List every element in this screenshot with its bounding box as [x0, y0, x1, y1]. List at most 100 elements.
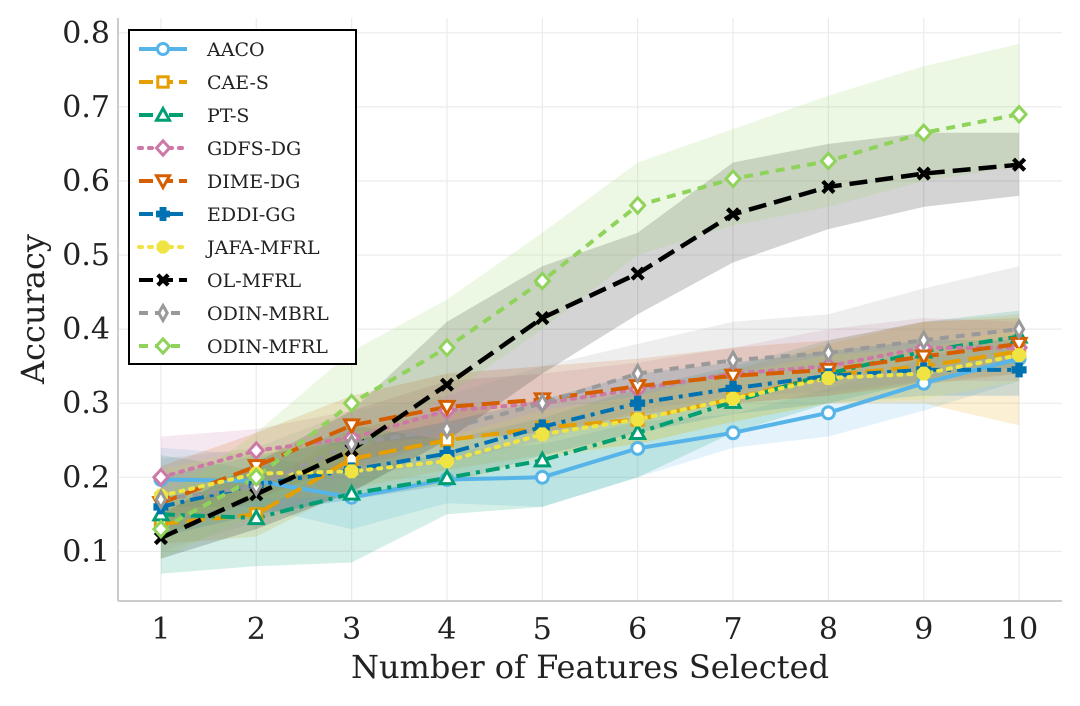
- band-pt-s: [160, 310, 1020, 574]
- legend-label: EDDI-GG: [207, 204, 296, 226]
- series-line-dime-dg: [160, 341, 1020, 506]
- band-eddi-gg: [160, 340, 1020, 537]
- x-tick-label: 3: [342, 612, 361, 647]
- data-point-odin-mfrl: [247, 467, 266, 488]
- x-tick-label: 7: [723, 612, 742, 647]
- data-point-odin-mbrl: [440, 418, 454, 441]
- data-point-odin-mbrl: [1012, 318, 1026, 341]
- series-lines: [158, 112, 1022, 541]
- legend-entry-odin-mfrl: ODIN-MFRL: [139, 336, 328, 358]
- y-tick-label: 0.6: [62, 164, 110, 199]
- data-point-jafa-mfrl: [726, 391, 740, 406]
- x-tick-label: 2: [247, 612, 266, 647]
- y-tick-label: 0.8: [62, 16, 110, 51]
- data-point-odin-mfrl: [914, 122, 933, 143]
- data-point-odin-mfrl: [724, 168, 743, 189]
- band-aaco: [160, 332, 1020, 530]
- data-point-ol-mfrl: [821, 179, 836, 194]
- legend-marker: [154, 336, 172, 356]
- band-ol-mfrl: [160, 132, 1020, 559]
- y-tick-label: 0.2: [62, 460, 110, 495]
- data-point-ol-mfrl: [439, 377, 455, 392]
- series-line-eddi-gg: [160, 367, 1020, 509]
- y-tick-label: 0.3: [62, 386, 110, 421]
- series-line-ol-mfrl: [159, 162, 1020, 541]
- data-point-odin-mbrl: [154, 488, 168, 511]
- data-point-pt-s: [342, 483, 362, 501]
- data-point-jafa-mfrl: [1012, 348, 1027, 362]
- data-point-ol-mfrl: [725, 207, 741, 222]
- data-point-aaco: [725, 425, 741, 441]
- data-point-odin-mbrl: [631, 362, 644, 385]
- legend-marker: [154, 138, 172, 158]
- data-point-pt-s: [532, 450, 552, 468]
- data-point-pt-s: [628, 422, 648, 440]
- data-point-jafa-mfrl: [821, 371, 836, 385]
- data-point-odin-mfrl: [437, 337, 456, 358]
- data-point-dime-dg: [437, 399, 457, 418]
- data-point-aaco: [534, 469, 550, 485]
- legend-marker: [156, 240, 170, 254]
- data-point-jafa-mfrl: [344, 464, 359, 479]
- series-line-cae-s: [160, 349, 1020, 526]
- legend-label: ODIN-MFRL: [207, 336, 328, 358]
- x-tick-label: 1: [151, 612, 170, 647]
- data-point-ol-mfrl: [535, 310, 550, 326]
- data-point-ol-mfrl: [630, 266, 645, 281]
- data-point-odin-mbrl: [726, 349, 740, 372]
- data-point-pt-s: [437, 467, 457, 486]
- series-markers: [151, 104, 1029, 546]
- data-point-aaco: [630, 440, 646, 456]
- data-point-odin-mbrl: [822, 341, 835, 364]
- legend-entry-cae-s: CAE-S: [139, 72, 269, 94]
- legend-entry-gdfs-dg: GDFS-DG: [137, 138, 301, 160]
- data-point-jafa-mfrl: [440, 454, 454, 468]
- series-line-odin-mbrl: [160, 327, 1020, 502]
- data-point-dime-dg: [342, 418, 362, 436]
- x-tick-label: 5: [533, 612, 552, 647]
- legend-entry-ol-mfrl: OL-MFRL: [139, 270, 302, 292]
- axes: [117, 18, 1062, 602]
- legend-entry-odin-mbrl: ODIN-MBRL: [139, 302, 329, 325]
- legend-label: OL-MFRL: [207, 270, 302, 292]
- legend-marker: [153, 174, 173, 191]
- data-point-odin-mbrl: [345, 432, 358, 456]
- data-point-odin-mfrl: [819, 151, 838, 171]
- x-tick-label: 10: [1000, 612, 1038, 647]
- data-point-pt-s: [246, 507, 266, 526]
- y-tick-label: 0.7: [62, 90, 110, 125]
- data-point-odin-mfrl: [1010, 104, 1029, 125]
- data-point-jafa-mfrl: [916, 366, 931, 381]
- legend-label: JAFA-MFRL: [205, 237, 320, 259]
- legend-entry-eddi-gg: EDDI-GG: [139, 204, 296, 226]
- data-point-eddi-gg: [1011, 362, 1027, 378]
- legend-marker: [153, 105, 173, 122]
- tick-labels: 1 2 3 4 5 6 7 8 9 10 0.1 0.2 0.3 0.4 0.5 0.6 0.7 0.8: [62, 16, 1038, 647]
- series-line-odin-mfrl: [159, 112, 1020, 531]
- data-point-odin-mbrl: [917, 329, 931, 352]
- series-markers-odin-mfrl: [151, 104, 1029, 540]
- data-point-odin-mfrl: [342, 393, 361, 414]
- legend-label: PT-S: [207, 105, 249, 127]
- legend-label: CAE-S: [207, 72, 269, 94]
- series-line-gdfs-dg: [158, 345, 1022, 480]
- legend-label: DIME-DG: [207, 171, 300, 193]
- data-point-odin-mfrl: [628, 195, 647, 216]
- legend-entry-aaco: AACO: [139, 39, 265, 61]
- data-point-odin-mfrl: [151, 519, 170, 540]
- legend-marker: [156, 273, 170, 287]
- y-axis-title: Accuracy: [14, 234, 52, 385]
- legend: AACO CAE-S PT-S GDFS-DG DIME-DG EDDI-GG JAFA-M…: [128, 29, 357, 365]
- series-line-aaco: [160, 356, 1020, 500]
- legend-label: GDFS-DG: [207, 138, 301, 160]
- legend-entry-dime-dg: DIME-DG: [139, 171, 300, 193]
- legend-marker: [156, 207, 170, 221]
- legend-marker: [157, 302, 169, 324]
- data-point-aaco: [820, 405, 836, 421]
- data-point-gdfs-dg: [151, 467, 170, 488]
- data-point-ol-mfrl: [916, 166, 931, 181]
- data-point-ol-mfrl: [1012, 157, 1027, 172]
- x-axis-title: Number of Features Selected: [351, 648, 829, 686]
- data-point-eddi-gg: [630, 395, 646, 411]
